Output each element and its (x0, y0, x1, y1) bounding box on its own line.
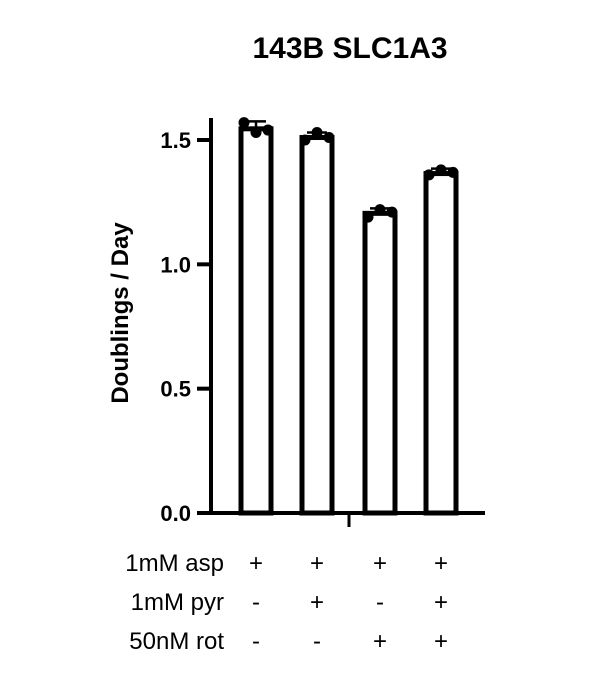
condition-mark: + (310, 550, 324, 577)
y-tick-label: 0.0 (160, 501, 191, 526)
bar (238, 126, 274, 516)
condition-label: 50nM rot (129, 628, 224, 655)
data-point (435, 164, 447, 176)
condition-mark: + (373, 628, 387, 655)
data-point (374, 204, 386, 216)
y-axis-label: Doublings / Day (107, 222, 134, 404)
condition-mark: - (313, 628, 321, 655)
error-bars (246, 120, 451, 214)
bar (299, 135, 335, 516)
data-point (311, 127, 323, 139)
condition-mark: - (252, 589, 260, 616)
data-point (323, 132, 335, 144)
condition-label: 1mM pyr (131, 589, 224, 616)
condition-table: 1mM asp + + + +1mM pyr - + - +50nM rot - - + + (125, 550, 448, 655)
bar (362, 210, 398, 516)
chart-title: 143B SLC1A3 (252, 32, 447, 65)
data-point (250, 127, 262, 139)
bar (423, 171, 459, 516)
data-points (238, 117, 459, 223)
condition-mark: + (434, 550, 448, 577)
condition-mark: + (249, 550, 263, 577)
data-point (262, 124, 274, 136)
data-point (238, 117, 250, 129)
condition-mark: + (434, 628, 448, 655)
data-point (362, 211, 374, 223)
condition-mark: + (434, 589, 448, 616)
condition-mark: + (310, 589, 324, 616)
y-axis: 0.0 0.5 1.0 1.5 (160, 118, 213, 526)
condition-mark: + (373, 550, 387, 577)
data-point (386, 206, 398, 218)
bars (238, 126, 459, 516)
y-tick-label: 1.0 (160, 252, 191, 277)
data-point (299, 134, 311, 146)
condition-mark: - (252, 628, 260, 655)
y-tick-label: 0.5 (160, 377, 191, 402)
y-tick-label: 1.5 (160, 128, 191, 153)
data-point (447, 166, 459, 178)
data-point (423, 169, 435, 181)
condition-mark: - (376, 589, 384, 616)
condition-label: 1mM asp (125, 550, 224, 577)
